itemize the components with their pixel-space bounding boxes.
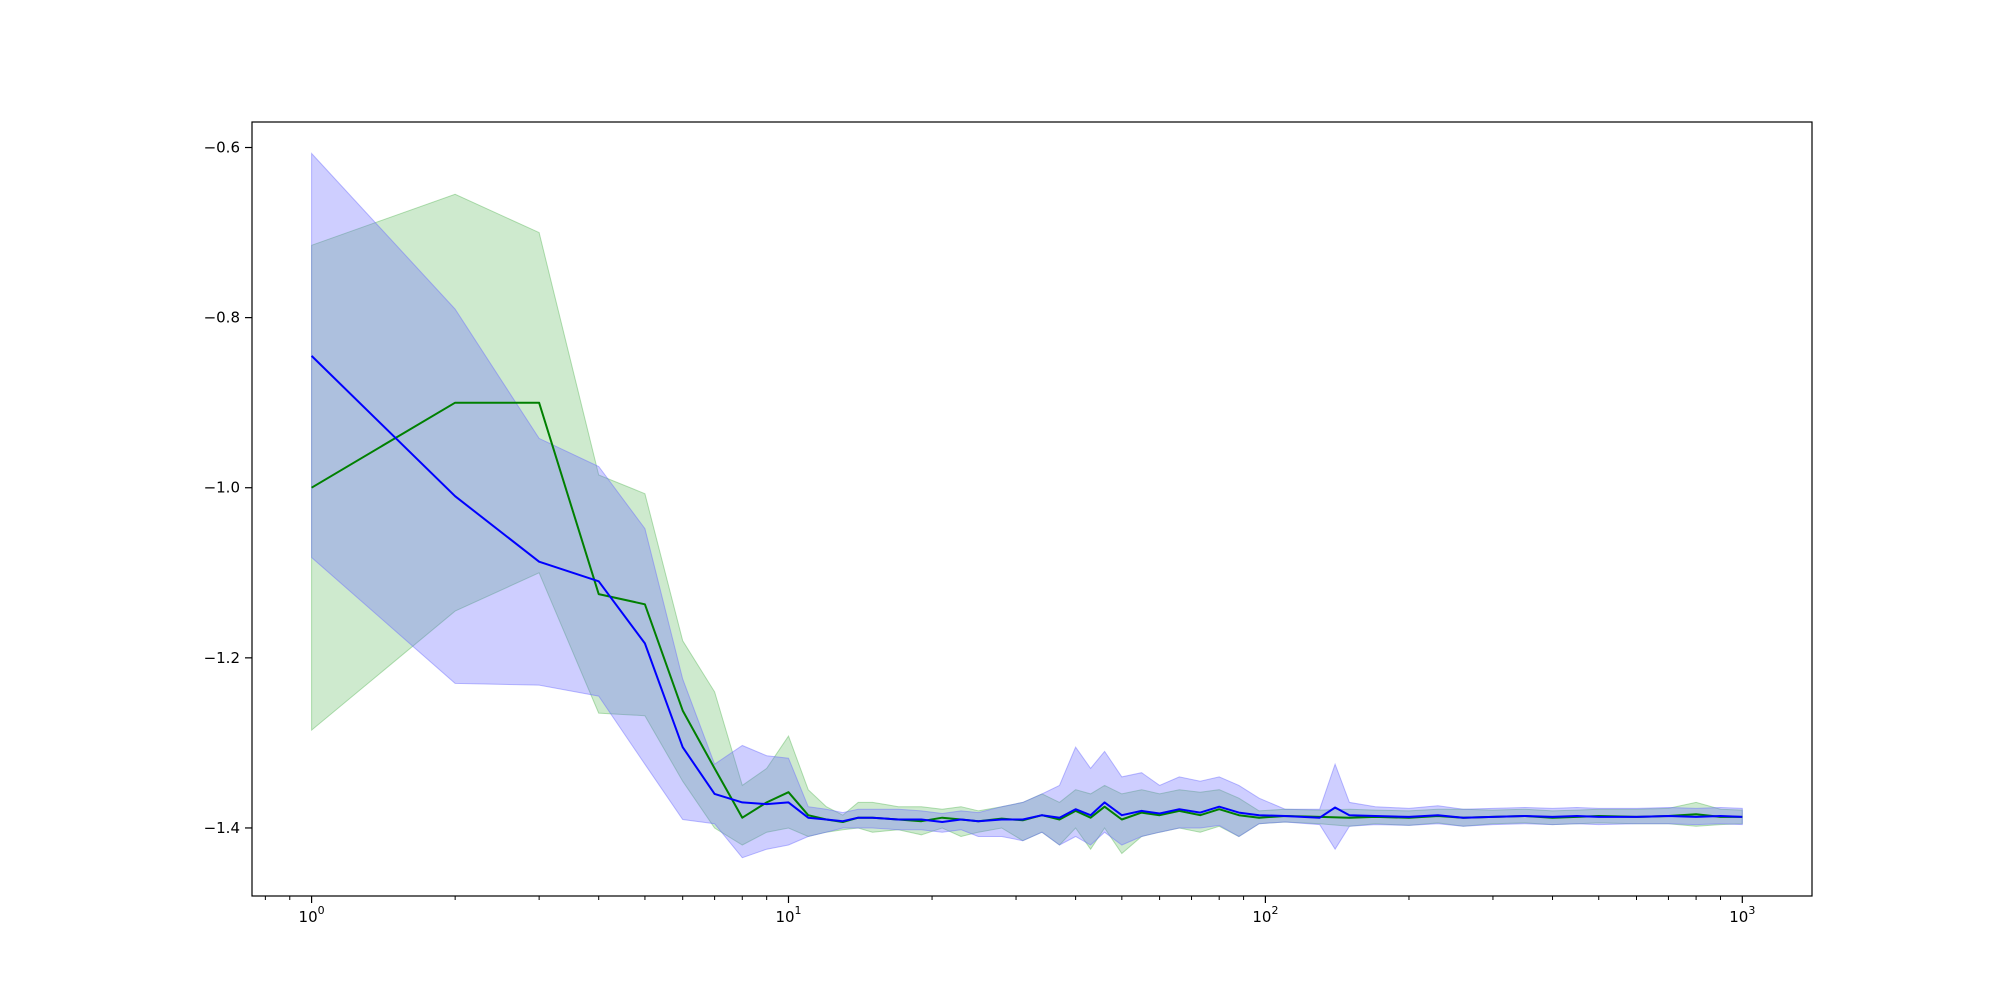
- axes-frame: [251, 121, 1813, 897]
- series-line-2: [310, 355, 1743, 823]
- x-tick-label: 101: [775, 904, 801, 926]
- confidence-band-2: [311, 152, 1743, 859]
- x-axis-ticks: 100 101 102 103: [264, 896, 1755, 926]
- y-tick-label: −1.4: [204, 819, 240, 837]
- x-tick-label: 102: [1252, 904, 1278, 926]
- series-lines: [310, 355, 1743, 823]
- confidence-bands: [311, 152, 1743, 859]
- x-tick-label: 103: [1729, 904, 1755, 926]
- confidence-band-1: [311, 193, 1743, 855]
- y-axis-ticks: −0.6 −0.8 −1.0 −1.2 −1.4: [204, 139, 252, 837]
- y-tick-label: −0.6: [204, 139, 240, 157]
- x-tick-label: 100: [299, 904, 325, 926]
- y-tick-label: −1.0: [204, 479, 240, 497]
- y-tick-label: −1.2: [204, 649, 240, 667]
- y-tick-label: −0.8: [204, 309, 240, 327]
